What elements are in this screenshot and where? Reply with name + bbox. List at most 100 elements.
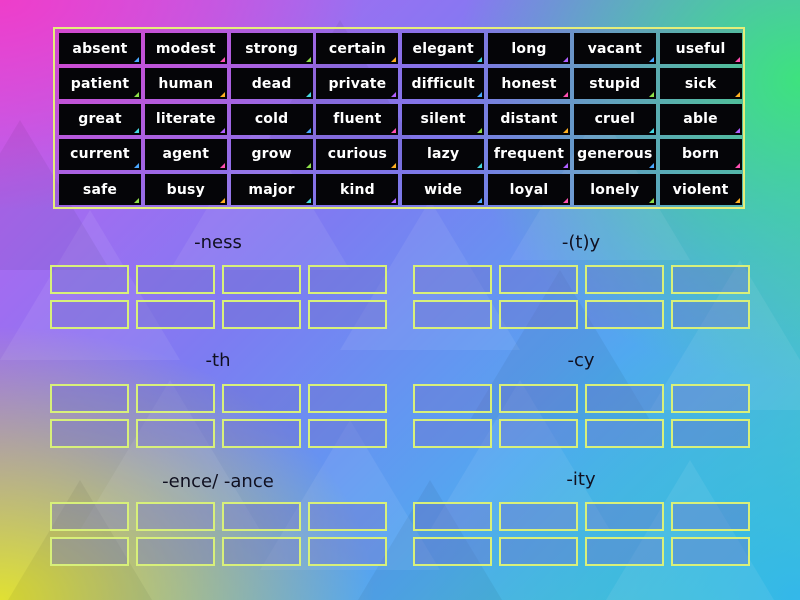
word-tile-elegant[interactable]: elegant (402, 33, 485, 64)
word-tile-label: born (681, 146, 720, 163)
drop-slot-group-4[interactable] (413, 419, 492, 448)
drop-slot-group-1[interactable] (136, 300, 215, 329)
drop-slot-group-6[interactable] (585, 537, 664, 566)
drop-slot-group-6[interactable] (413, 537, 492, 566)
drop-slot-group-3[interactable] (50, 419, 129, 448)
word-tile-silent[interactable]: silent (402, 103, 485, 135)
word-tile-sick[interactable]: sick (659, 68, 742, 100)
drop-slot-group-5[interactable] (222, 502, 301, 531)
drop-slot-group-4[interactable] (413, 384, 492, 413)
drop-slot-group-2[interactable] (413, 265, 492, 294)
word-tile-current[interactable]: current (59, 138, 141, 170)
word-tile-grow[interactable]: grow (230, 138, 313, 170)
word-tile-stupid[interactable]: stupid (573, 68, 656, 100)
drop-slot-group-1[interactable] (50, 300, 129, 329)
drop-slot-group-6[interactable] (671, 537, 750, 566)
word-tile-label: lonely (590, 181, 640, 198)
drop-slot-group-5[interactable] (136, 537, 215, 566)
drop-slot-group-2[interactable] (671, 300, 750, 329)
word-tile-literate[interactable]: literate (144, 103, 227, 135)
word-tile-useful[interactable]: useful (659, 33, 742, 64)
word-tile-curious[interactable]: curious (316, 138, 399, 170)
word-tile-great[interactable]: great (59, 103, 141, 135)
drop-slot-group-1[interactable] (222, 300, 301, 329)
word-tile-safe[interactable]: safe (59, 174, 141, 206)
drop-slot-group-3[interactable] (222, 384, 301, 413)
drop-slot-group-3[interactable] (222, 419, 301, 448)
drop-slot-group-4[interactable] (499, 419, 578, 448)
word-tile-generous[interactable]: generous (573, 138, 656, 170)
drop-slot-group-2[interactable] (499, 300, 578, 329)
drop-slot-group-1[interactable] (308, 265, 387, 294)
drop-slot-group-4[interactable] (671, 419, 750, 448)
corner-marker-icon (134, 57, 139, 62)
corner-marker-icon (391, 198, 397, 204)
word-tile-able[interactable]: able (659, 103, 742, 135)
corner-marker-icon (734, 92, 740, 98)
word-tile-label: busy (166, 181, 205, 198)
drop-slot-group-4[interactable] (585, 419, 664, 448)
drop-slot-group-2[interactable] (671, 265, 750, 294)
word-tile-major[interactable]: major (230, 174, 313, 206)
drop-slot-group-2[interactable] (585, 265, 664, 294)
word-tile-absent[interactable]: absent (59, 33, 141, 64)
word-tile-fluent[interactable]: fluent (316, 103, 399, 135)
drop-slot-group-5[interactable] (50, 537, 129, 566)
word-tile-vacant[interactable]: vacant (573, 33, 656, 64)
group-heading-cy: -cy (567, 350, 595, 371)
word-tile-agent[interactable]: agent (144, 138, 227, 170)
word-tile-patient[interactable]: patient (59, 68, 141, 100)
drop-slot-group-4[interactable] (671, 384, 750, 413)
word-tile-private[interactable]: private (316, 68, 399, 100)
word-tile-wide[interactable]: wide (402, 174, 485, 206)
word-tile-certain[interactable]: certain (316, 33, 399, 64)
drop-slot-group-6[interactable] (413, 502, 492, 531)
word-tile-human[interactable]: human (144, 68, 227, 100)
drop-slot-group-4[interactable] (499, 384, 578, 413)
word-tile-loyal[interactable]: loyal (488, 174, 570, 206)
drop-slot-group-6[interactable] (499, 537, 578, 566)
corner-marker-icon (305, 198, 311, 204)
drop-slot-group-3[interactable] (136, 384, 215, 413)
drop-slot-group-5[interactable] (308, 502, 387, 531)
word-tile-cruel[interactable]: cruel (573, 103, 656, 135)
word-tile-lazy[interactable]: lazy (402, 138, 485, 170)
drop-slot-group-1[interactable] (308, 300, 387, 329)
group-heading-ty: -(t)y (561, 232, 601, 253)
word-tile-dead[interactable]: dead (230, 68, 313, 100)
drop-slot-group-3[interactable] (136, 419, 215, 448)
word-tile-kind[interactable]: kind (316, 174, 399, 206)
drop-slot-group-5[interactable] (136, 502, 215, 531)
word-tile-distant[interactable]: distant (488, 103, 570, 135)
drop-slot-group-3[interactable] (308, 419, 387, 448)
corner-marker-icon (391, 57, 397, 62)
drop-slot-group-1[interactable] (50, 265, 129, 294)
drop-slot-group-3[interactable] (50, 384, 129, 413)
word-tile-honest[interactable]: honest (488, 68, 570, 100)
group-heading-th: -th (205, 350, 231, 371)
word-tile-strong[interactable]: strong (230, 33, 313, 64)
word-tile-born[interactable]: born (659, 138, 742, 170)
word-tile-long[interactable]: long (488, 33, 570, 64)
drop-slot-group-2[interactable] (413, 300, 492, 329)
drop-slot-group-1[interactable] (136, 265, 215, 294)
word-tile-difficult[interactable]: difficult (402, 68, 485, 100)
word-tile-frequent[interactable]: frequent (488, 138, 570, 170)
drop-slot-group-3[interactable] (308, 384, 387, 413)
drop-slot-group-1[interactable] (222, 265, 301, 294)
word-tile-violent[interactable]: violent (659, 174, 742, 206)
drop-slot-group-4[interactable] (585, 384, 664, 413)
word-tile-busy[interactable]: busy (144, 174, 227, 206)
drop-slot-group-5[interactable] (222, 537, 301, 566)
drop-slot-group-6[interactable] (499, 502, 578, 531)
word-tile-lonely[interactable]: lonely (573, 174, 656, 206)
word-tile-cold[interactable]: cold (230, 103, 313, 135)
drop-slot-group-5[interactable] (308, 537, 387, 566)
drop-slot-group-6[interactable] (671, 502, 750, 531)
word-tile-label: major (248, 181, 295, 198)
drop-slot-group-5[interactable] (50, 502, 129, 531)
word-tile-modest[interactable]: modest (144, 33, 227, 64)
drop-slot-group-2[interactable] (499, 265, 578, 294)
drop-slot-group-6[interactable] (585, 502, 664, 531)
drop-slot-group-2[interactable] (585, 300, 664, 329)
